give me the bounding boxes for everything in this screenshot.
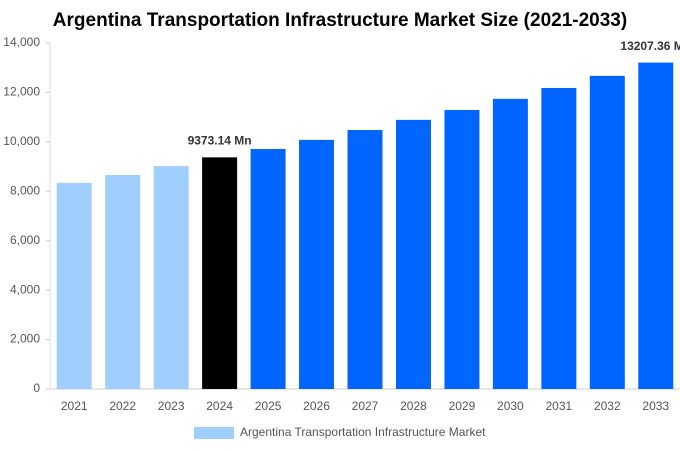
y-tick-label: 6,000 [10, 233, 40, 247]
value-label: 13207.36 Mn [620, 39, 680, 53]
value-label: 9373.14 Mn [188, 134, 252, 148]
bar [105, 174, 141, 389]
bar [202, 157, 238, 389]
bar [492, 98, 528, 390]
x-tick-label: 2029 [449, 399, 476, 413]
x-tick-label: 2030 [497, 399, 524, 413]
bar [589, 75, 625, 390]
x-tick-label: 2025 [255, 399, 282, 413]
bar [444, 109, 480, 390]
bar [153, 166, 189, 389]
bar [299, 139, 335, 389]
x-tick-label: 2024 [206, 399, 233, 413]
bar [638, 62, 674, 389]
y-tick-label: 8,000 [10, 183, 40, 197]
y-tick-label: 4,000 [10, 282, 40, 296]
x-tick-label: 2022 [109, 399, 136, 413]
x-tick-label: 2027 [352, 399, 379, 413]
y-tick-label: 0 [33, 381, 40, 395]
bar [250, 149, 286, 389]
bar [541, 87, 577, 389]
legend-label: Argentina Transportation Infrastructure … [240, 425, 486, 439]
x-tick-label: 2032 [594, 399, 621, 413]
chart-title: Argentina Transportation Infrastructure … [53, 10, 627, 31]
x-tick-label: 2026 [303, 399, 330, 413]
x-tick-label: 2021 [61, 399, 88, 413]
y-tick-label: 14,000 [3, 35, 40, 49]
bar [395, 119, 431, 390]
bar [56, 182, 92, 389]
y-tick-label: 10,000 [3, 134, 40, 148]
x-tick-label: 2031 [545, 399, 572, 413]
y-tick-label: 2,000 [10, 332, 40, 346]
bar [347, 129, 383, 389]
x-tick-label: 2028 [400, 399, 427, 413]
x-tick-label: 2033 [642, 399, 669, 413]
legend-swatch [194, 427, 234, 439]
y-tick-label: 12,000 [3, 85, 40, 99]
x-tick-label: 2023 [158, 399, 185, 413]
